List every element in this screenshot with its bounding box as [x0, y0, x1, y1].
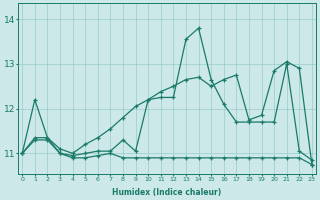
- X-axis label: Humidex (Indice chaleur): Humidex (Indice chaleur): [112, 188, 222, 197]
